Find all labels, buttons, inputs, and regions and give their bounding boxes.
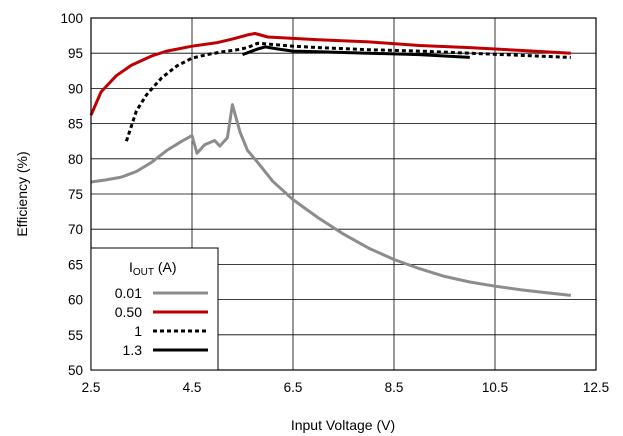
series-line-1 — [124, 41, 571, 142]
y-tick-label: 90 — [68, 81, 83, 96]
y-tick-label: 100 — [60, 11, 83, 26]
y-tick-label: 95 — [68, 46, 83, 61]
x-tick-label: 2.5 — [82, 380, 101, 395]
tick-labels: 2.5 4.5 6.5 8.5 10.5 12.5 50 55 60 65 70 75 80 85 90 95… — [60, 11, 609, 395]
x-tick-label: 12.5 — [583, 380, 609, 395]
x-tick-label: 6.5 — [284, 380, 303, 395]
y-axis-title: Efficiency (%) — [14, 151, 30, 236]
series-line-0-01 — [90, 103, 571, 297]
legend-entries: 0.01 0.50 1 1.3 — [115, 285, 208, 358]
legend-label: 1.3 — [123, 342, 143, 358]
series-lines — [89, 32, 571, 297]
y-tick-label: 50 — [68, 363, 83, 378]
x-axis-title: Input Voltage (V) — [291, 417, 395, 433]
legend-label: 1 — [134, 323, 142, 339]
legend-title: IOUT (A) — [129, 259, 177, 278]
y-tick-label: 60 — [68, 293, 83, 308]
y-tick-label: 75 — [68, 187, 83, 202]
y-tick-label: 65 — [68, 257, 83, 272]
legend-label: 0.50 — [115, 304, 142, 320]
legend-title-unit: (A) — [154, 259, 177, 275]
series-line-1-3 — [241, 45, 470, 59]
y-tick-label: 80 — [68, 152, 83, 167]
y-tick-label: 70 — [68, 222, 83, 237]
x-tick-label: 4.5 — [183, 380, 202, 395]
legend-label: 0.01 — [115, 285, 142, 301]
legend-title-main: I — [129, 259, 133, 275]
x-tick-label: 10.5 — [482, 380, 508, 395]
legend-title-sub: OUT — [133, 267, 154, 278]
series-line-0-50 — [89, 32, 571, 116]
y-tick-label: 55 — [68, 328, 83, 343]
plot-frame — [90, 17, 597, 371]
legend: IOUT (A) 0.01 0.50 1 1.3 — [90, 247, 219, 371]
y-tick-label: 85 — [68, 117, 83, 132]
x-tick-label: 8.5 — [385, 380, 404, 395]
